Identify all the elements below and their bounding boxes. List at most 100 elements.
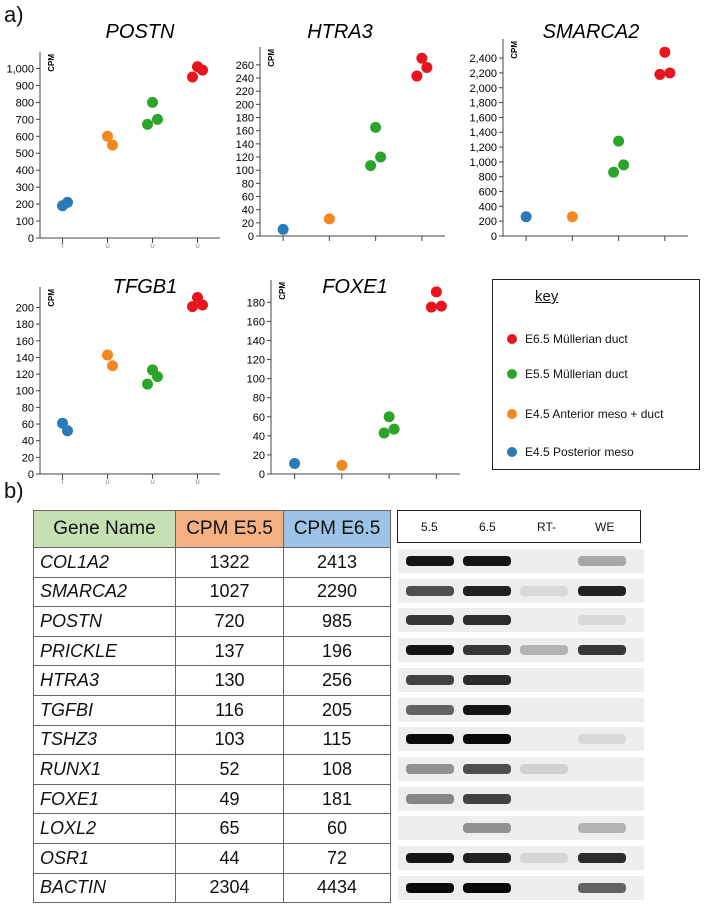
gel-band bbox=[520, 853, 568, 863]
y-tick-label: 1,600 bbox=[469, 112, 497, 124]
legend-label: E4.5 Posterior meso bbox=[525, 445, 634, 459]
data-point bbox=[416, 52, 428, 64]
y-tick-label: 180 bbox=[247, 297, 265, 309]
header-cpm-e65: CPM E6.5 bbox=[283, 510, 391, 548]
cpm-e65-cell: 72 bbox=[283, 842, 391, 874]
gene-name-cell: TGFBI bbox=[33, 694, 176, 726]
cpm-e65-cell: 108 bbox=[283, 754, 391, 785]
y-tick-label: 600 bbox=[16, 131, 34, 143]
lane-label: 6.5 bbox=[479, 520, 496, 534]
table-row: OSR1 44 72 bbox=[33, 842, 391, 874]
y-axis-label: CPM bbox=[510, 41, 519, 59]
legend-swatch bbox=[507, 334, 517, 344]
y-tick-label: 20 bbox=[22, 452, 34, 464]
gel-lane-header: 5.5 6.5 RT- WE bbox=[397, 510, 641, 543]
gel-band bbox=[406, 615, 454, 626]
header-gene-name: Gene Name bbox=[33, 510, 176, 548]
legend-title: key bbox=[535, 288, 559, 305]
y-tick-label: 140 bbox=[236, 139, 254, 151]
cpm-e65-cell: 2413 bbox=[283, 547, 391, 578]
cpm-e55-cell: 1322 bbox=[175, 547, 284, 578]
gel-row bbox=[398, 667, 644, 692]
gel-row bbox=[398, 608, 644, 633]
y-tick-label: 0 bbox=[259, 469, 265, 481]
table-row: LOXL2 65 60 bbox=[33, 813, 391, 844]
gel-band bbox=[463, 823, 511, 834]
y-axis-label: CPM bbox=[47, 54, 56, 72]
y-tick-label: 60 bbox=[253, 412, 265, 424]
y-tick-label: 240 bbox=[236, 73, 254, 85]
y-tick-label: 160 bbox=[236, 126, 254, 138]
table-row: PRICKLE 137 196 bbox=[33, 635, 391, 667]
y-axis-label: CPM bbox=[278, 282, 287, 300]
y-tick-label: 1,200 bbox=[469, 142, 497, 154]
gel-band bbox=[520, 763, 568, 774]
gel-band bbox=[578, 823, 626, 834]
cpm-e65-cell: 60 bbox=[283, 813, 391, 844]
y-tick-label: 1,400 bbox=[469, 127, 497, 139]
gel-row bbox=[398, 697, 644, 722]
x-tick-label: U bbox=[105, 480, 109, 486]
table-row: TGFBI 116 205 bbox=[33, 694, 391, 726]
gel-band bbox=[463, 853, 511, 863]
data-point bbox=[142, 118, 153, 130]
y-tick-label: 100 bbox=[247, 374, 265, 386]
y-tick-label: 40 bbox=[253, 431, 265, 443]
scatter-plot-foxe1: FOXE1 CPM 0 20 40 60 80 100 120 140 160 180 bbox=[247, 276, 460, 481]
y-tick-label: 120 bbox=[16, 369, 34, 381]
gel-band bbox=[463, 763, 511, 774]
gel-band bbox=[406, 674, 454, 685]
y-tick-label: 80 bbox=[253, 393, 265, 405]
x-tick-label: T bbox=[61, 480, 65, 486]
gene-name-cell: POSTN bbox=[33, 606, 176, 637]
data-point bbox=[187, 71, 198, 83]
cpm-e65-cell: 196 bbox=[283, 635, 391, 667]
gel-band bbox=[406, 585, 454, 596]
data-point bbox=[187, 301, 198, 313]
gel-band bbox=[578, 645, 626, 656]
y-tick-label: 180 bbox=[16, 319, 34, 331]
gel-row bbox=[398, 756, 644, 781]
y-tick-label: 60 bbox=[242, 192, 254, 204]
data-point bbox=[566, 211, 578, 223]
lane-label: 5.5 bbox=[421, 520, 438, 534]
data-point bbox=[277, 223, 289, 235]
header-cpm-e55: CPM E5.5 bbox=[175, 510, 284, 548]
gene-name-cell: BACTIN bbox=[33, 872, 176, 904]
y-tick-label: 200 bbox=[16, 199, 34, 211]
gel-band bbox=[406, 645, 454, 656]
y-tick-label: 800 bbox=[16, 97, 34, 109]
y-tick-label: 20 bbox=[253, 450, 265, 462]
x-tick-label: U bbox=[150, 244, 154, 250]
cpm-e55-cell: 103 bbox=[175, 724, 284, 756]
y-axis-label: CPM bbox=[267, 49, 276, 67]
scatter-plot-tfgb1: TFGB1 CPM 0 20 40 60 80 100 120 140 160 180 200 T U U U bbox=[16, 276, 220, 486]
lane-label: RT- bbox=[537, 520, 557, 534]
table-row: RUNX1 52 108 bbox=[33, 754, 391, 785]
y-tick-label: 100 bbox=[16, 386, 34, 398]
legend-item-e45-anterior: E4.5 Anterior meso + duct bbox=[507, 407, 663, 421]
y-tick-label: 40 bbox=[242, 205, 254, 217]
data-point bbox=[323, 213, 335, 225]
cpm-e65-cell: 256 bbox=[283, 665, 391, 696]
legend-label: E6.5 Müllerian duct bbox=[525, 332, 628, 346]
cpm-e65-cell: 985 bbox=[283, 606, 391, 637]
data-point bbox=[388, 423, 400, 435]
table-row: BACTIN 2304 4434 bbox=[33, 872, 391, 904]
cpm-e65-cell: 181 bbox=[283, 783, 391, 815]
gel-row bbox=[398, 638, 644, 663]
data-point bbox=[435, 300, 447, 312]
data-point bbox=[62, 196, 73, 208]
y-tick-label: 140 bbox=[247, 335, 265, 347]
x-tick-label: T bbox=[61, 244, 65, 250]
plot-title: FOXE1 bbox=[322, 276, 388, 298]
scatter-plots: POSTNCPM01002003004005006007008009001,00… bbox=[6, 21, 688, 486]
y-tick-label: 160 bbox=[16, 336, 34, 348]
y-tick-label: 0 bbox=[491, 231, 497, 243]
y-tick-label: 400 bbox=[479, 201, 497, 213]
data-point bbox=[659, 46, 671, 58]
plot-title: HTRA3 bbox=[307, 21, 373, 43]
y-tick-label: 220 bbox=[236, 86, 254, 98]
legend-swatch bbox=[507, 447, 517, 457]
scatter-plot-smarca2: SMARCA2 CPM 0 200 400 600 800 1,000 1,200 1,400 1,… bbox=[469, 21, 688, 243]
